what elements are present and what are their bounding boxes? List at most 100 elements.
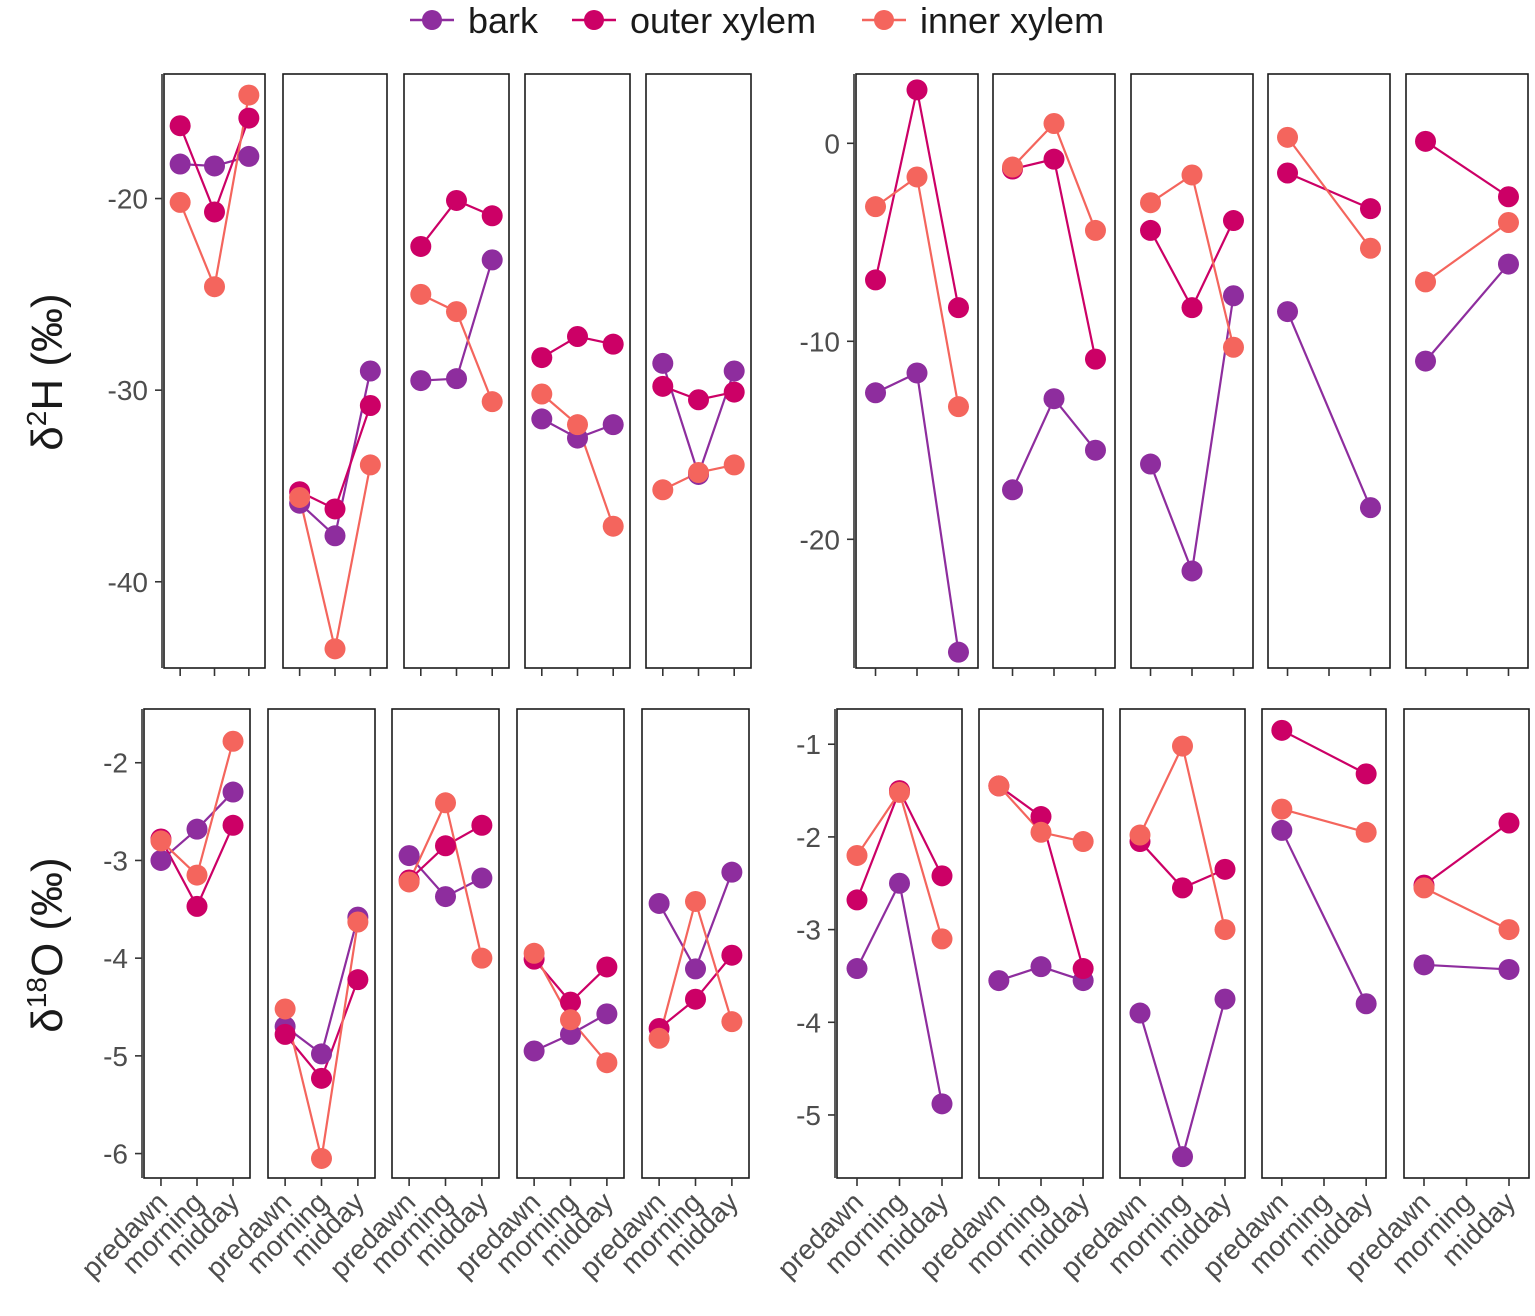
data-point-inner-xylem bbox=[274, 998, 296, 1020]
facet-panel-frame bbox=[143, 708, 251, 1179]
data-point-outer-xylem bbox=[596, 956, 618, 978]
data-point-inner-xylem bbox=[1084, 219, 1106, 241]
data-point-bark bbox=[1129, 1002, 1151, 1024]
data-point-outer-xylem bbox=[1415, 130, 1437, 152]
data-point-outer-xylem bbox=[602, 333, 624, 355]
data-point-bark bbox=[169, 153, 191, 175]
data-point-bark bbox=[481, 249, 503, 271]
y-tick-label: -10 bbox=[800, 326, 840, 357]
series-line-inner-xylem bbox=[1139, 742, 1227, 930]
data-point-inner-xylem bbox=[906, 166, 928, 188]
data-point-outer-xylem bbox=[1359, 198, 1381, 220]
data-point-outer-xylem bbox=[359, 394, 381, 416]
data-point-bark bbox=[1415, 350, 1437, 372]
series-line-inner-xylem bbox=[1286, 136, 1372, 249]
data-point-bark bbox=[596, 1003, 618, 1025]
data-point-bark bbox=[602, 414, 624, 436]
data-point-bark bbox=[186, 818, 208, 840]
data-point-inner-xylem bbox=[186, 864, 208, 886]
series-line-inner-xylem bbox=[1011, 121, 1097, 231]
series-line-outer-xylem bbox=[1423, 822, 1510, 886]
data-point-inner-xylem bbox=[311, 1147, 332, 1169]
data-point-outer-xylem bbox=[688, 389, 709, 411]
data-point-bark bbox=[560, 1023, 581, 1045]
data-point-outer-xylem bbox=[723, 381, 745, 403]
data-point-inner-xylem bbox=[1271, 798, 1293, 820]
y-tick-label: -40 bbox=[108, 567, 148, 598]
y-tick-label: -6 bbox=[103, 1139, 128, 1170]
data-point-inner-xylem bbox=[723, 454, 745, 476]
data-point-outer-xylem bbox=[1277, 162, 1299, 184]
data-point-bark bbox=[1172, 1146, 1193, 1168]
data-point-outer-xylem bbox=[1498, 812, 1520, 834]
data-point-inner-xylem bbox=[1359, 237, 1381, 259]
data-point-inner-xylem bbox=[1214, 919, 1236, 941]
data-point-inner-xylem bbox=[685, 890, 706, 912]
legend-key-point-bark bbox=[422, 10, 442, 30]
series-line-inner-xylem bbox=[1149, 173, 1235, 348]
y-axis-title-d2h-sup: 2 bbox=[21, 411, 52, 427]
legend-key-point-outer-xylem bbox=[584, 10, 604, 30]
data-point-outer-xylem bbox=[846, 889, 868, 911]
data-point-bark bbox=[1181, 560, 1203, 582]
data-point-inner-xylem bbox=[560, 1009, 581, 1031]
data-point-outer-xylem bbox=[931, 865, 953, 887]
data-point-inner-xylem bbox=[289, 486, 311, 508]
plot-area: -20-30-400-10-20-2-3-4-5-6predawnmorning… bbox=[75, 73, 1530, 1284]
legend-key-point-inner-xylem bbox=[874, 10, 894, 30]
data-point-outer-xylem bbox=[560, 991, 581, 1013]
data-point-inner-xylem bbox=[602, 515, 624, 537]
data-point-inner-xylem bbox=[1030, 821, 1052, 843]
data-point-bark bbox=[523, 1040, 545, 1062]
data-point-inner-xylem bbox=[596, 1052, 618, 1074]
data-point-inner-xylem bbox=[169, 191, 191, 213]
data-point-inner-xylem bbox=[324, 638, 346, 660]
data-point-inner-xylem bbox=[1140, 192, 1162, 214]
data-point-inner-xylem bbox=[1413, 877, 1435, 899]
data-point-outer-xylem bbox=[222, 814, 244, 836]
data-point-inner-xylem bbox=[1497, 212, 1519, 233]
y-tick-label: 0 bbox=[824, 128, 840, 159]
y-tick-label: -2 bbox=[103, 748, 128, 779]
series-line-inner-xylem bbox=[298, 464, 372, 650]
series-line-bark bbox=[1423, 963, 1510, 971]
data-point-bark bbox=[906, 362, 928, 384]
data-point-bark bbox=[652, 352, 674, 374]
data-point-bark bbox=[1030, 956, 1052, 978]
data-point-bark bbox=[359, 360, 381, 382]
y-tick-label: -4 bbox=[103, 943, 128, 974]
data-point-inner-xylem bbox=[721, 1011, 743, 1033]
data-point-bark bbox=[648, 892, 670, 914]
data-point-outer-xylem bbox=[1222, 210, 1244, 232]
data-point-inner-xylem bbox=[523, 942, 545, 964]
data-point-bark bbox=[1271, 819, 1293, 841]
data-point-inner-xylem bbox=[1043, 113, 1065, 134]
facet-panel-frame bbox=[391, 708, 500, 1179]
y-tick-label: -20 bbox=[800, 524, 840, 555]
data-point-bark bbox=[1140, 453, 1162, 475]
data-point-inner-xylem bbox=[347, 911, 369, 933]
y-axis-title-d2h: δ2H (‰) bbox=[21, 293, 72, 450]
data-point-bark bbox=[222, 781, 244, 803]
data-point-bark bbox=[204, 155, 225, 177]
y-axis-title-d18o-symbol: δ bbox=[23, 1008, 72, 1033]
data-point-outer-xylem bbox=[347, 969, 369, 991]
data-point-bark bbox=[865, 382, 887, 404]
data-point-bark bbox=[324, 525, 346, 547]
y-tick-label: -30 bbox=[108, 375, 148, 406]
data-point-outer-xylem bbox=[685, 988, 706, 1010]
series-line-bark bbox=[875, 371, 960, 653]
series-line-bark bbox=[856, 879, 944, 1105]
data-point-inner-xylem bbox=[1172, 735, 1193, 757]
data-point-inner-xylem bbox=[652, 479, 674, 501]
data-point-inner-xylem bbox=[435, 792, 456, 814]
data-point-inner-xylem bbox=[410, 283, 432, 305]
facet-panel-frame bbox=[1403, 708, 1530, 1179]
data-point-bark bbox=[947, 641, 969, 663]
data-point-inner-xylem bbox=[1355, 821, 1377, 843]
data-point-bark bbox=[685, 958, 706, 980]
series-line-inner-xylem bbox=[1281, 808, 1367, 834]
data-point-bark bbox=[311, 1043, 332, 1065]
y-tick-label: -4 bbox=[796, 1007, 821, 1038]
